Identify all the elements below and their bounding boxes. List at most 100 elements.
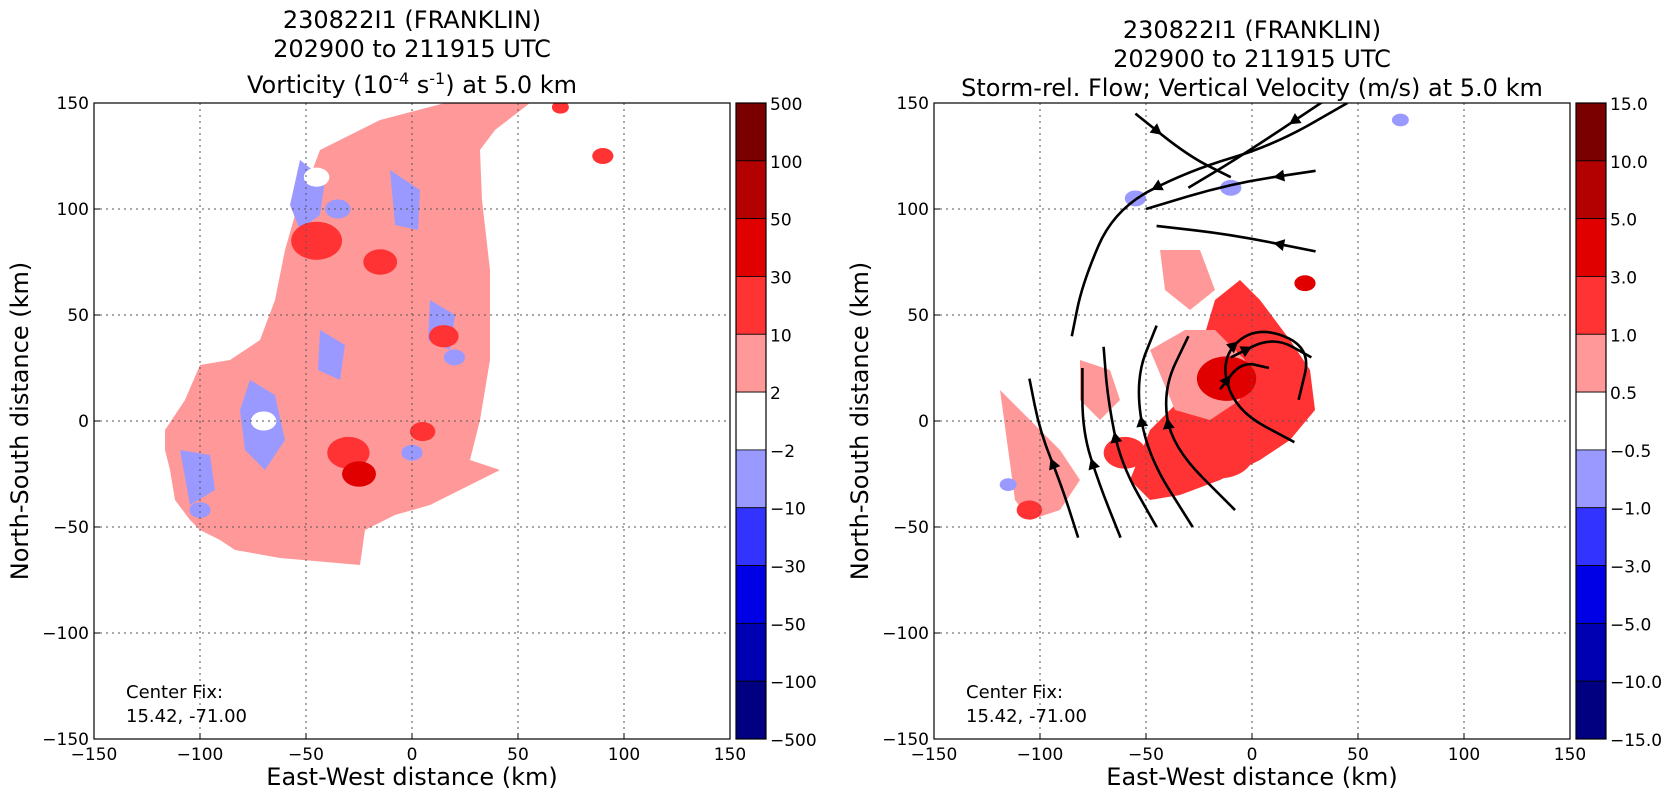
- y-tick-label: −100: [42, 624, 89, 644]
- colorbar-tick-label: −3.0: [1610, 558, 1651, 578]
- field-cell: [428, 325, 459, 348]
- colorbar-tick-label: −5.0: [1610, 615, 1651, 635]
- streamline-arrow: [1289, 113, 1302, 125]
- velocity-cells: [999, 113, 1409, 520]
- streamline: [1137, 325, 1194, 528]
- y-tick-label: 0: [918, 412, 929, 432]
- streamline: [1224, 330, 1308, 444]
- colorbar-tick-label: 1.0: [1610, 326, 1637, 346]
- velocity-updraft-region: [1160, 250, 1215, 310]
- vorticity-grid: [94, 103, 730, 739]
- y-tick-label: 0: [78, 412, 89, 432]
- streamline: [1230, 340, 1312, 359]
- y-tick-label: 150: [57, 94, 89, 114]
- colorbar-segment: [1575, 276, 1607, 335]
- vorticity-field: [94, 103, 730, 739]
- colorbar-segment: [1575, 102, 1607, 162]
- streamline: [1219, 362, 1270, 390]
- x-tick-label: −50: [1128, 745, 1164, 765]
- velocity-title-line-1: 230822I1 (FRANKLIN): [1123, 16, 1381, 44]
- colorbar-tick-label: 50: [770, 211, 792, 231]
- colorbar-segment: [735, 276, 767, 335]
- colorbar-segment: [1575, 507, 1607, 566]
- x-tick-label: −150: [911, 745, 958, 765]
- vorticity-panel: 230822I1 (FRANKLIN) 202900 to 211915 UTC…: [6, 6, 817, 791]
- colorbar-frame: [1575, 102, 1607, 740]
- velocity-center-fix-value: 15.42, -71.00: [966, 706, 1087, 727]
- field-cell: [551, 103, 569, 114]
- velocity-title-line-2: 202900 to 211915 UTC: [1113, 45, 1391, 73]
- field-cell: [327, 436, 370, 469]
- streamlines: [1028, 103, 1349, 539]
- colorbar-segment: [735, 102, 767, 162]
- vertical-velocity-panel: 230822I1 (FRANKLIN) 202900 to 211915 UTC…: [846, 16, 1662, 791]
- colorbar-segment: [1575, 680, 1607, 740]
- field-cell: [291, 221, 343, 260]
- y-tick-label: −150: [882, 730, 929, 750]
- colorbar-segment: [735, 507, 767, 566]
- field-cell: [363, 249, 398, 275]
- velocity-y-axis-label: North-South distance (km): [846, 262, 874, 581]
- colorbar-tick-label: −10.0: [1610, 673, 1662, 693]
- velocity-updraft-region: [1000, 390, 1080, 520]
- colorbar-tick-label: 10: [770, 326, 792, 346]
- colorbar-segment: [735, 622, 767, 682]
- x-tick-label: −50: [288, 745, 324, 765]
- streamline-arrow: [1273, 169, 1285, 182]
- vorticity-negative-patch: [180, 450, 215, 505]
- velocity-colorbar: 15.0 10.0 5.0 3.0 1.0 0.5 −0.5 −1.0 −3.0 −5.0 −10.…: [1575, 95, 1662, 751]
- x-tick-label: 150: [714, 745, 746, 765]
- streamline: [1081, 368, 1122, 539]
- field-cell: [1391, 113, 1409, 127]
- x-tick-label: 150: [1554, 745, 1586, 765]
- vorticity-title-line-2: 202900 to 211915 UTC: [273, 35, 551, 63]
- streamline-arrow: [1110, 431, 1123, 444]
- colorbar-tick-label: −0.5: [1610, 442, 1651, 462]
- colorbar-tick-label: −50: [770, 615, 806, 635]
- velocity-y-ticks: −150 −100 −50 0 50 100 150: [882, 94, 940, 750]
- colorbar-tick-label: −10: [770, 500, 806, 520]
- colorbar-tick-label: 500: [770, 95, 802, 115]
- vorticity-x-ticks: −150 −100 −50 0 50 100 150: [71, 733, 746, 765]
- colorbar-tick-label: 10.0: [1610, 153, 1648, 173]
- streamline-arrow: [1219, 375, 1231, 388]
- colorbar-tick-label: 30: [770, 268, 792, 288]
- streamline: [1028, 378, 1080, 538]
- vorticity-center-fix-label: Center Fix:: [126, 682, 223, 703]
- field-cell: [1294, 275, 1316, 292]
- x-tick-label: 0: [407, 745, 418, 765]
- x-tick-label: 50: [1347, 745, 1369, 765]
- x-tick-label: −100: [177, 745, 224, 765]
- streamline-arrow: [1151, 179, 1164, 191]
- y-tick-label: 50: [67, 306, 89, 326]
- streamline-arrow: [1226, 341, 1239, 354]
- streamline-arrow: [1049, 458, 1061, 471]
- vorticity-y-ticks: −150 −100 −50 0 50 100 150: [42, 94, 100, 750]
- field-cell: [1016, 500, 1043, 520]
- colorbar-tick-label: −30: [770, 558, 806, 578]
- colorbar-tick-label: −1.0: [1610, 500, 1651, 520]
- field-cell: [1186, 427, 1255, 479]
- streamline: [1156, 224, 1316, 253]
- vorticity-x-axis-label: East-West distance (km): [266, 763, 557, 791]
- vorticity-negative-patch: [390, 170, 420, 230]
- velocity-grid: [934, 103, 1570, 739]
- streamline: [1164, 335, 1236, 511]
- streamline-arrow: [1136, 415, 1149, 428]
- colorbar-tick-label: −15.0: [1610, 731, 1662, 751]
- colorbar-tick-label: 0.5: [1610, 384, 1637, 404]
- vorticity-negative-patch: [318, 330, 345, 380]
- y-tick-label: 150: [897, 94, 929, 114]
- x-tick-label: 0: [1247, 745, 1258, 765]
- field-cell: [409, 422, 436, 442]
- field-cell: [443, 349, 465, 366]
- streamline-arrow: [1162, 417, 1175, 430]
- y-tick-label: −150: [42, 730, 89, 750]
- colorbar-tick-label: 15.0: [1610, 95, 1648, 115]
- vorticity-y-axis-label: North-South distance (km): [6, 262, 34, 581]
- colorbar-tick-label: 100: [770, 153, 802, 173]
- colorbar-segment: [1575, 565, 1607, 624]
- streamline-arrow: [1149, 123, 1162, 135]
- velocity-field: [934, 103, 1570, 739]
- vorticity-title-line-3: Vorticity (10-4 s-1) at 5.0 km: [247, 69, 577, 99]
